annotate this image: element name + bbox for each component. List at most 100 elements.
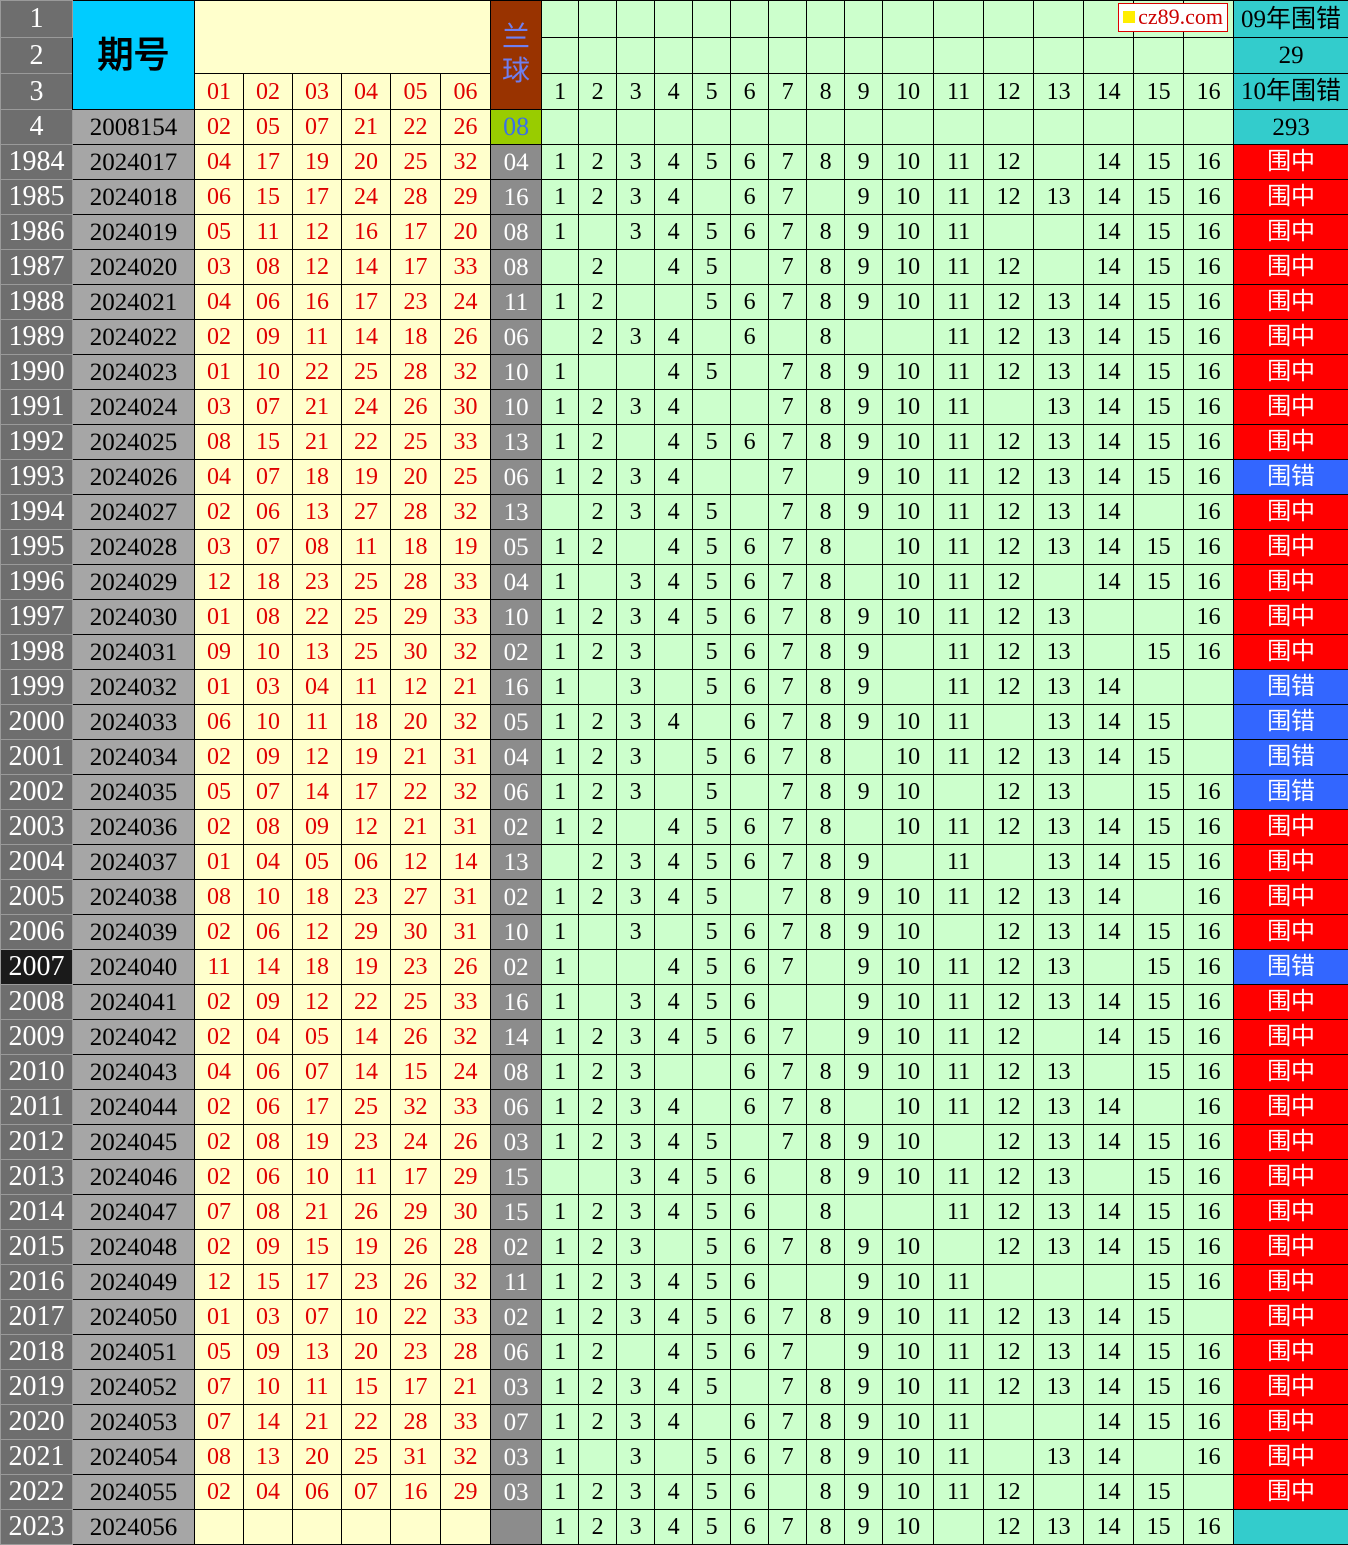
green-cell[interactable]: 15 — [1134, 950, 1184, 985]
green-header-blank[interactable] — [807, 38, 845, 74]
red-ball-cell[interactable]: 32 — [441, 1440, 491, 1475]
green-column-label[interactable]: 10 — [883, 74, 934, 110]
green-cell[interactable]: 14 — [1084, 1300, 1134, 1335]
red-ball-cell[interactable]: 03 — [195, 530, 244, 565]
red-ball-cell[interactable]: 29 — [342, 915, 391, 950]
green-cell[interactable] — [769, 1475, 807, 1510]
green-cell[interactable]: 7 — [769, 530, 807, 565]
green-cell[interactable]: 1 — [542, 1405, 579, 1440]
green-cell[interactable]: 12 — [984, 1300, 1034, 1335]
green-cell[interactable]: 2 — [579, 530, 617, 565]
red-ball-cell[interactable]: 08 — [244, 810, 293, 845]
green-cell[interactable]: 7 — [769, 1440, 807, 1475]
green-cell[interactable]: 3 — [617, 1230, 655, 1265]
period-cell[interactable]: 2024018 — [73, 180, 195, 215]
red-ball-cell[interactable]: 32 — [441, 775, 491, 810]
green-cell[interactable]: 16 — [1184, 215, 1234, 250]
green-header-blank[interactable] — [1084, 38, 1134, 74]
green-cell[interactable]: 9 — [845, 775, 883, 810]
red-ball-cell[interactable]: 15 — [244, 1265, 293, 1300]
green-cell[interactable] — [617, 110, 655, 145]
red-ball-cell[interactable]: 09 — [293, 810, 342, 845]
reference-red-ball[interactable]: 26 — [441, 110, 491, 145]
green-cell[interactable]: 13 — [1034, 1160, 1084, 1195]
green-cell[interactable]: 8 — [807, 880, 845, 915]
green-cell[interactable]: 14 — [1084, 1510, 1134, 1545]
green-cell[interactable]: 11 — [934, 1405, 984, 1440]
green-cell[interactable]: 6 — [731, 1090, 769, 1125]
green-cell[interactable]: 6 — [731, 1440, 769, 1475]
green-cell[interactable] — [693, 320, 731, 355]
green-cell[interactable]: 16 — [1184, 320, 1234, 355]
red-ball-cell[interactable]: 02 — [195, 1020, 244, 1055]
green-cell[interactable]: 7 — [769, 1090, 807, 1125]
red-ball-cell[interactable]: 11 — [342, 670, 391, 705]
green-cell[interactable]: 15 — [1134, 390, 1184, 425]
green-cell[interactable]: 6 — [731, 180, 769, 215]
red-column-label[interactable]: 05 — [391, 74, 441, 110]
green-cell[interactable]: 14 — [1084, 740, 1134, 775]
period-cell[interactable]: 2024054 — [73, 1440, 195, 1475]
red-ball-cell[interactable]: 21 — [293, 1195, 342, 1230]
green-cell[interactable]: 14 — [1084, 1335, 1134, 1370]
period-cell[interactable]: 2024044 — [73, 1090, 195, 1125]
green-cell[interactable]: 9 — [845, 250, 883, 285]
green-cell[interactable]: 16 — [1184, 250, 1234, 285]
green-cell[interactable]: 9 — [845, 950, 883, 985]
blue-ball-cell[interactable]: 16 — [491, 180, 542, 215]
green-cell[interactable] — [934, 1125, 984, 1160]
green-cell[interactable]: 10 — [883, 495, 934, 530]
period-cell[interactable]: 2024031 — [73, 635, 195, 670]
green-cell[interactable]: 10 — [883, 740, 934, 775]
green-cell[interactable] — [845, 530, 883, 565]
red-ball-cell[interactable]: 33 — [441, 250, 491, 285]
green-cell[interactable] — [1134, 670, 1184, 705]
green-cell[interactable]: 8 — [807, 285, 845, 320]
green-cell[interactable] — [1184, 1475, 1234, 1510]
red-ball-cell[interactable]: 31 — [441, 915, 491, 950]
row-header[interactable]: 1985 — [1, 180, 73, 215]
green-cell[interactable]: 1 — [542, 285, 579, 320]
green-cell[interactable]: 4 — [655, 1335, 693, 1370]
red-ball-cell[interactable] — [195, 1510, 244, 1545]
green-cell[interactable]: 10 — [883, 1405, 934, 1440]
green-cell[interactable]: 12 — [984, 320, 1034, 355]
green-cell[interactable]: 12 — [984, 1090, 1034, 1125]
green-cell[interactable]: 3 — [617, 1125, 655, 1160]
red-ball-cell[interactable]: 17 — [391, 215, 441, 250]
green-cell[interactable] — [731, 390, 769, 425]
blue-ball-cell[interactable]: 13 — [491, 425, 542, 460]
red-ball-cell[interactable]: 23 — [391, 285, 441, 320]
green-cell[interactable]: 9 — [845, 1230, 883, 1265]
green-cell[interactable]: 4 — [655, 355, 693, 390]
green-cell[interactable]: 1 — [542, 915, 579, 950]
green-cell[interactable]: 13 — [1034, 355, 1084, 390]
green-cell[interactable]: 8 — [807, 1405, 845, 1440]
period-cell[interactable]: 2024047 — [73, 1195, 195, 1230]
blue-ball-cell[interactable]: 03 — [491, 1125, 542, 1160]
green-cell[interactable]: 3 — [617, 600, 655, 635]
green-cell[interactable]: 13 — [1034, 285, 1084, 320]
red-ball-cell[interactable]: 04 — [195, 285, 244, 320]
green-cell[interactable]: 14 — [1084, 1125, 1134, 1160]
period-cell[interactable]: 2024027 — [73, 495, 195, 530]
red-ball-cell[interactable]: 17 — [244, 145, 293, 180]
green-cell[interactable]: 2 — [579, 285, 617, 320]
green-cell[interactable]: 14 — [1084, 915, 1134, 950]
green-header-blank[interactable] — [883, 1, 934, 38]
green-cell[interactable]: 3 — [617, 1265, 655, 1300]
green-cell[interactable]: 4 — [655, 425, 693, 460]
green-cell[interactable]: 6 — [731, 1195, 769, 1230]
red-ball-cell[interactable]: 09 — [244, 1230, 293, 1265]
red-ball-cell[interactable]: 07 — [195, 1405, 244, 1440]
green-cell[interactable]: 11 — [934, 180, 984, 215]
status-cell[interactable]: 围中 — [1234, 1160, 1348, 1195]
blue-ball-cell[interactable]: 02 — [491, 1230, 542, 1265]
green-cell[interactable]: 2 — [579, 1265, 617, 1300]
red-ball-cell[interactable]: 14 — [342, 1020, 391, 1055]
green-cell[interactable]: 3 — [617, 705, 655, 740]
green-cell[interactable] — [769, 1195, 807, 1230]
red-ball-cell[interactable]: 32 — [441, 1020, 491, 1055]
green-cell[interactable]: 11 — [934, 1265, 984, 1300]
green-cell[interactable]: 14 — [1084, 355, 1134, 390]
